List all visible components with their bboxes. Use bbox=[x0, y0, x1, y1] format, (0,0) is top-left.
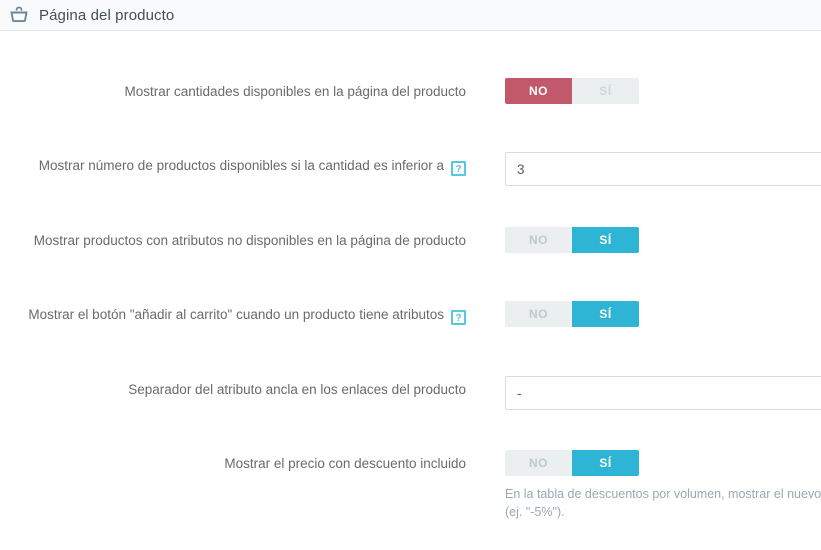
field-label-text: Mostrar el botón "añadir al carrito" cua… bbox=[28, 307, 444, 322]
page-title: Página del producto bbox=[39, 6, 175, 24]
field-label: Mostrar el precio con descuento incluido bbox=[224, 456, 466, 471]
toggle-option-yes[interactable]: SÍ bbox=[572, 450, 639, 476]
attribute-anchor-separator-input[interactable] bbox=[505, 376, 821, 410]
toggle-show-discounted-price[interactable]: NO SÍ bbox=[505, 450, 639, 476]
field-label: Separador del atributo ancla en los enla… bbox=[128, 382, 466, 397]
toggle-option-no[interactable]: NO bbox=[505, 450, 572, 476]
basket-icon bbox=[10, 6, 28, 23]
field-control: NO SÍ En la tabla de descuentos por volu… bbox=[466, 444, 821, 521]
toggle-option-no[interactable]: NO bbox=[505, 78, 572, 104]
field-control: NO SÍ bbox=[466, 221, 821, 253]
field-label: Mostrar cantidades disponibles en la pág… bbox=[124, 84, 466, 99]
form-row-show-available-quantities: Mostrar cantidades disponibles en la pág… bbox=[0, 72, 821, 122]
toggle-show-unavailable-attributes[interactable]: NO SÍ bbox=[505, 227, 639, 253]
toggle-option-yes[interactable]: SÍ bbox=[572, 78, 639, 104]
help-icon[interactable]: ? bbox=[451, 161, 466, 176]
product-page-settings-form: Mostrar cantidades disponibles en la pág… bbox=[0, 31, 821, 521]
field-label-text: Mostrar número de productos disponibles … bbox=[38, 158, 444, 173]
field-label: Mostrar el botón "añadir al carrito" cua… bbox=[0, 295, 466, 325]
help-icon[interactable]: ? bbox=[451, 310, 466, 325]
toggle-option-no[interactable]: NO bbox=[505, 301, 572, 327]
form-row-show-quantity-threshold: Mostrar número de productos disponibles … bbox=[0, 146, 821, 196]
toggle-show-add-to-cart-button[interactable]: NO SÍ bbox=[505, 301, 639, 327]
toggle-option-no[interactable]: NO bbox=[505, 227, 572, 253]
quantity-threshold-input[interactable] bbox=[505, 152, 821, 186]
form-row-attribute-anchor-separator: Separador del atributo ancla en los enla… bbox=[0, 370, 821, 420]
field-help-text-line-1: En la tabla de descuentos por volumen, m… bbox=[505, 487, 821, 501]
toggle-option-yes[interactable]: SÍ bbox=[572, 227, 639, 253]
panel-header: Página del producto bbox=[0, 0, 821, 31]
toggle-show-available-quantities[interactable]: NO SÍ bbox=[505, 78, 639, 104]
field-help-text-line-2: (ej. "-5%"). bbox=[505, 505, 565, 519]
field-help-text: En la tabla de descuentos por volumen, m… bbox=[505, 485, 821, 521]
field-label: Mostrar productos con atributos no dispo… bbox=[33, 233, 466, 248]
field-control: NO SÍ bbox=[466, 72, 821, 104]
toggle-option-yes[interactable]: SÍ bbox=[572, 301, 639, 327]
field-label: Mostrar número de productos disponibles … bbox=[0, 146, 466, 176]
field-control: NO SÍ bbox=[466, 295, 821, 327]
field-control bbox=[466, 146, 821, 186]
form-row-show-discounted-price: Mostrar el precio con descuento incluido… bbox=[0, 444, 821, 521]
form-row-show-unavailable-attributes: Mostrar productos con atributos no dispo… bbox=[0, 221, 821, 271]
field-control bbox=[466, 370, 821, 410]
form-row-show-add-to-cart-button: Mostrar el botón "añadir al carrito" cua… bbox=[0, 295, 821, 345]
